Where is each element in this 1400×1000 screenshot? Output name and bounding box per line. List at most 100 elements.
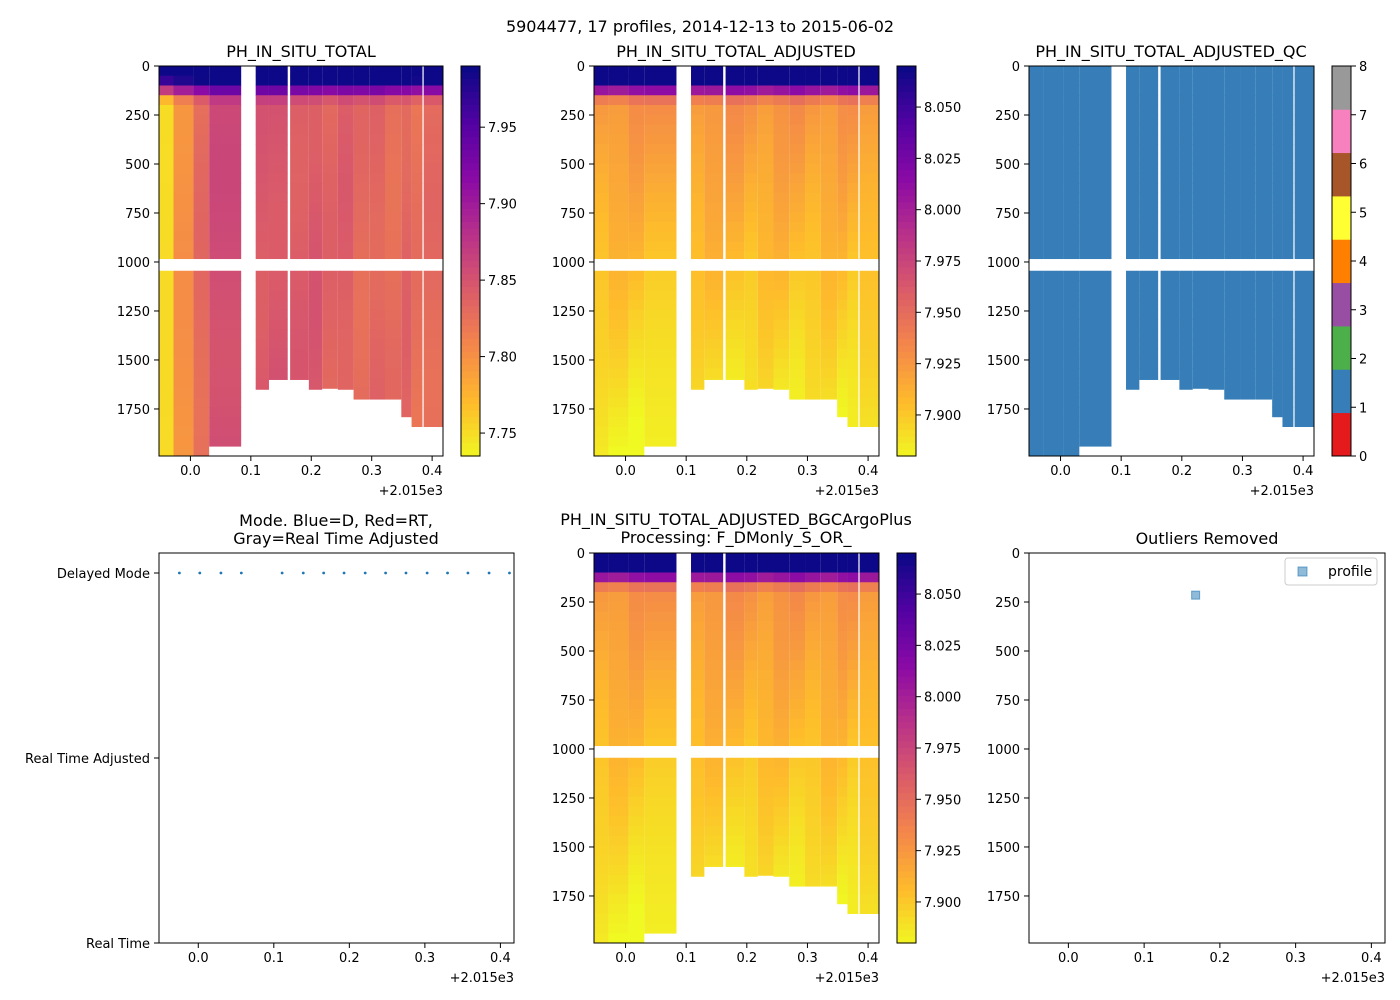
adjusted-cell <box>608 417 629 428</box>
bgc-cell <box>704 757 724 768</box>
qc-colorbar-band <box>1332 152 1351 197</box>
raw-cell <box>337 95 354 106</box>
qc-cell <box>1208 183 1225 194</box>
qc-cell <box>1179 183 1193 194</box>
bgc-cell <box>789 562 806 573</box>
bgc-cell <box>744 835 758 846</box>
bgc-cell <box>691 670 705 681</box>
raw-cell <box>308 251 323 262</box>
qc-cell <box>1282 144 1294 155</box>
panel-outliers-title: Outliers Removed <box>1136 529 1279 548</box>
adjusted-cell <box>691 387 705 390</box>
qc-cell <box>1079 163 1112 174</box>
adjusted-cell <box>594 378 609 389</box>
raw-cell <box>353 270 370 281</box>
bgc-cell <box>644 787 677 798</box>
qc-cell <box>1294 173 1314 184</box>
raw-cell <box>308 85 323 96</box>
raw-colorbar-band <box>461 417 480 425</box>
raw-cell <box>308 202 323 213</box>
qc-cell <box>1139 75 1159 86</box>
qc-cell <box>1208 75 1225 86</box>
raw-cell <box>159 75 174 86</box>
qc-cell <box>1043 426 1064 437</box>
adjusted-cell <box>859 144 879 155</box>
raw-colorbar-band <box>461 163 480 171</box>
adjusted-cell <box>789 114 806 125</box>
adjusted-cell <box>594 426 609 437</box>
bgc-cell <box>805 884 821 887</box>
bgc-cell <box>725 845 745 856</box>
raw-cell <box>411 124 423 135</box>
adjusted-cell <box>608 319 629 330</box>
raw-cell <box>401 212 412 223</box>
raw-cell <box>423 222 443 233</box>
raw-cell <box>268 75 288 86</box>
adjusted-cell <box>789 378 806 389</box>
adjusted-cell <box>691 95 705 106</box>
adjusted-cell <box>594 163 609 174</box>
adjusted-cell <box>704 270 724 281</box>
qc-cell <box>1240 241 1256 252</box>
adjusted-cell <box>594 66 609 77</box>
raw-cell <box>173 329 194 340</box>
adjusted-colorbar-band <box>897 436 916 444</box>
bgc-colorbar-band <box>897 644 916 652</box>
adjusted-cell <box>773 202 790 213</box>
adjusted-cell <box>725 358 745 369</box>
bgc-cell <box>789 689 806 700</box>
adjusted-colorbar-band <box>897 111 916 119</box>
raw-colorbar-band <box>461 423 480 431</box>
bgc-cell <box>608 884 629 895</box>
bgc-cell <box>805 855 821 866</box>
adjusted-cell <box>628 183 645 194</box>
outliers-xtick-label: 0.4 <box>1361 951 1382 966</box>
adjusted-cell <box>820 163 838 174</box>
adjusted-cell <box>837 387 848 398</box>
raw-cell <box>384 348 402 359</box>
qc-cell <box>1029 153 1044 164</box>
bgc-cell <box>691 826 705 837</box>
adjusted-cell <box>704 329 724 340</box>
raw-cell <box>411 85 423 96</box>
raw-cell <box>322 241 338 252</box>
qc-cell <box>1160 66 1180 77</box>
adjusted-cell <box>757 270 774 281</box>
adjusted-cell <box>725 173 745 184</box>
adjusted-cell <box>628 270 645 281</box>
adjusted-cell <box>628 397 645 408</box>
bgc-cell <box>847 670 859 681</box>
bgc-cell <box>837 670 848 681</box>
adjusted-cell <box>608 163 629 174</box>
qc-cell <box>1079 192 1112 203</box>
bgc-cell <box>725 631 745 642</box>
bgc-cell <box>805 826 821 837</box>
adjusted-cell <box>644 397 677 408</box>
adjusted-cell <box>859 114 879 125</box>
raw-cell <box>353 85 370 96</box>
bgc-cell <box>644 835 677 846</box>
qc-cell <box>1272 319 1283 330</box>
bgc-cell <box>691 640 705 651</box>
qc-cell <box>1043 417 1064 428</box>
adjusted-cell <box>805 300 821 311</box>
raw-cell <box>423 270 443 281</box>
raw-cell <box>290 329 309 340</box>
bgc-cell <box>837 826 848 837</box>
bgc-cell <box>608 757 629 768</box>
qc-cell <box>1192 95 1209 106</box>
qc-cell <box>1255 144 1273 155</box>
raw-cell <box>173 114 194 125</box>
bgc-cell <box>744 865 758 876</box>
bgc-cell <box>757 855 774 866</box>
panel-raw-colorbar: 7.757.807.857.907.95 <box>460 65 517 457</box>
legend-box <box>1284 557 1378 586</box>
raw-cell <box>353 309 370 320</box>
bgc-colorbar-band <box>897 657 916 665</box>
adjusted-cell <box>594 280 609 291</box>
adjusted-cell <box>789 231 806 242</box>
bgc-cell <box>805 562 821 573</box>
bgc-profile-column <box>594 553 609 944</box>
qc-cell <box>1208 280 1225 291</box>
